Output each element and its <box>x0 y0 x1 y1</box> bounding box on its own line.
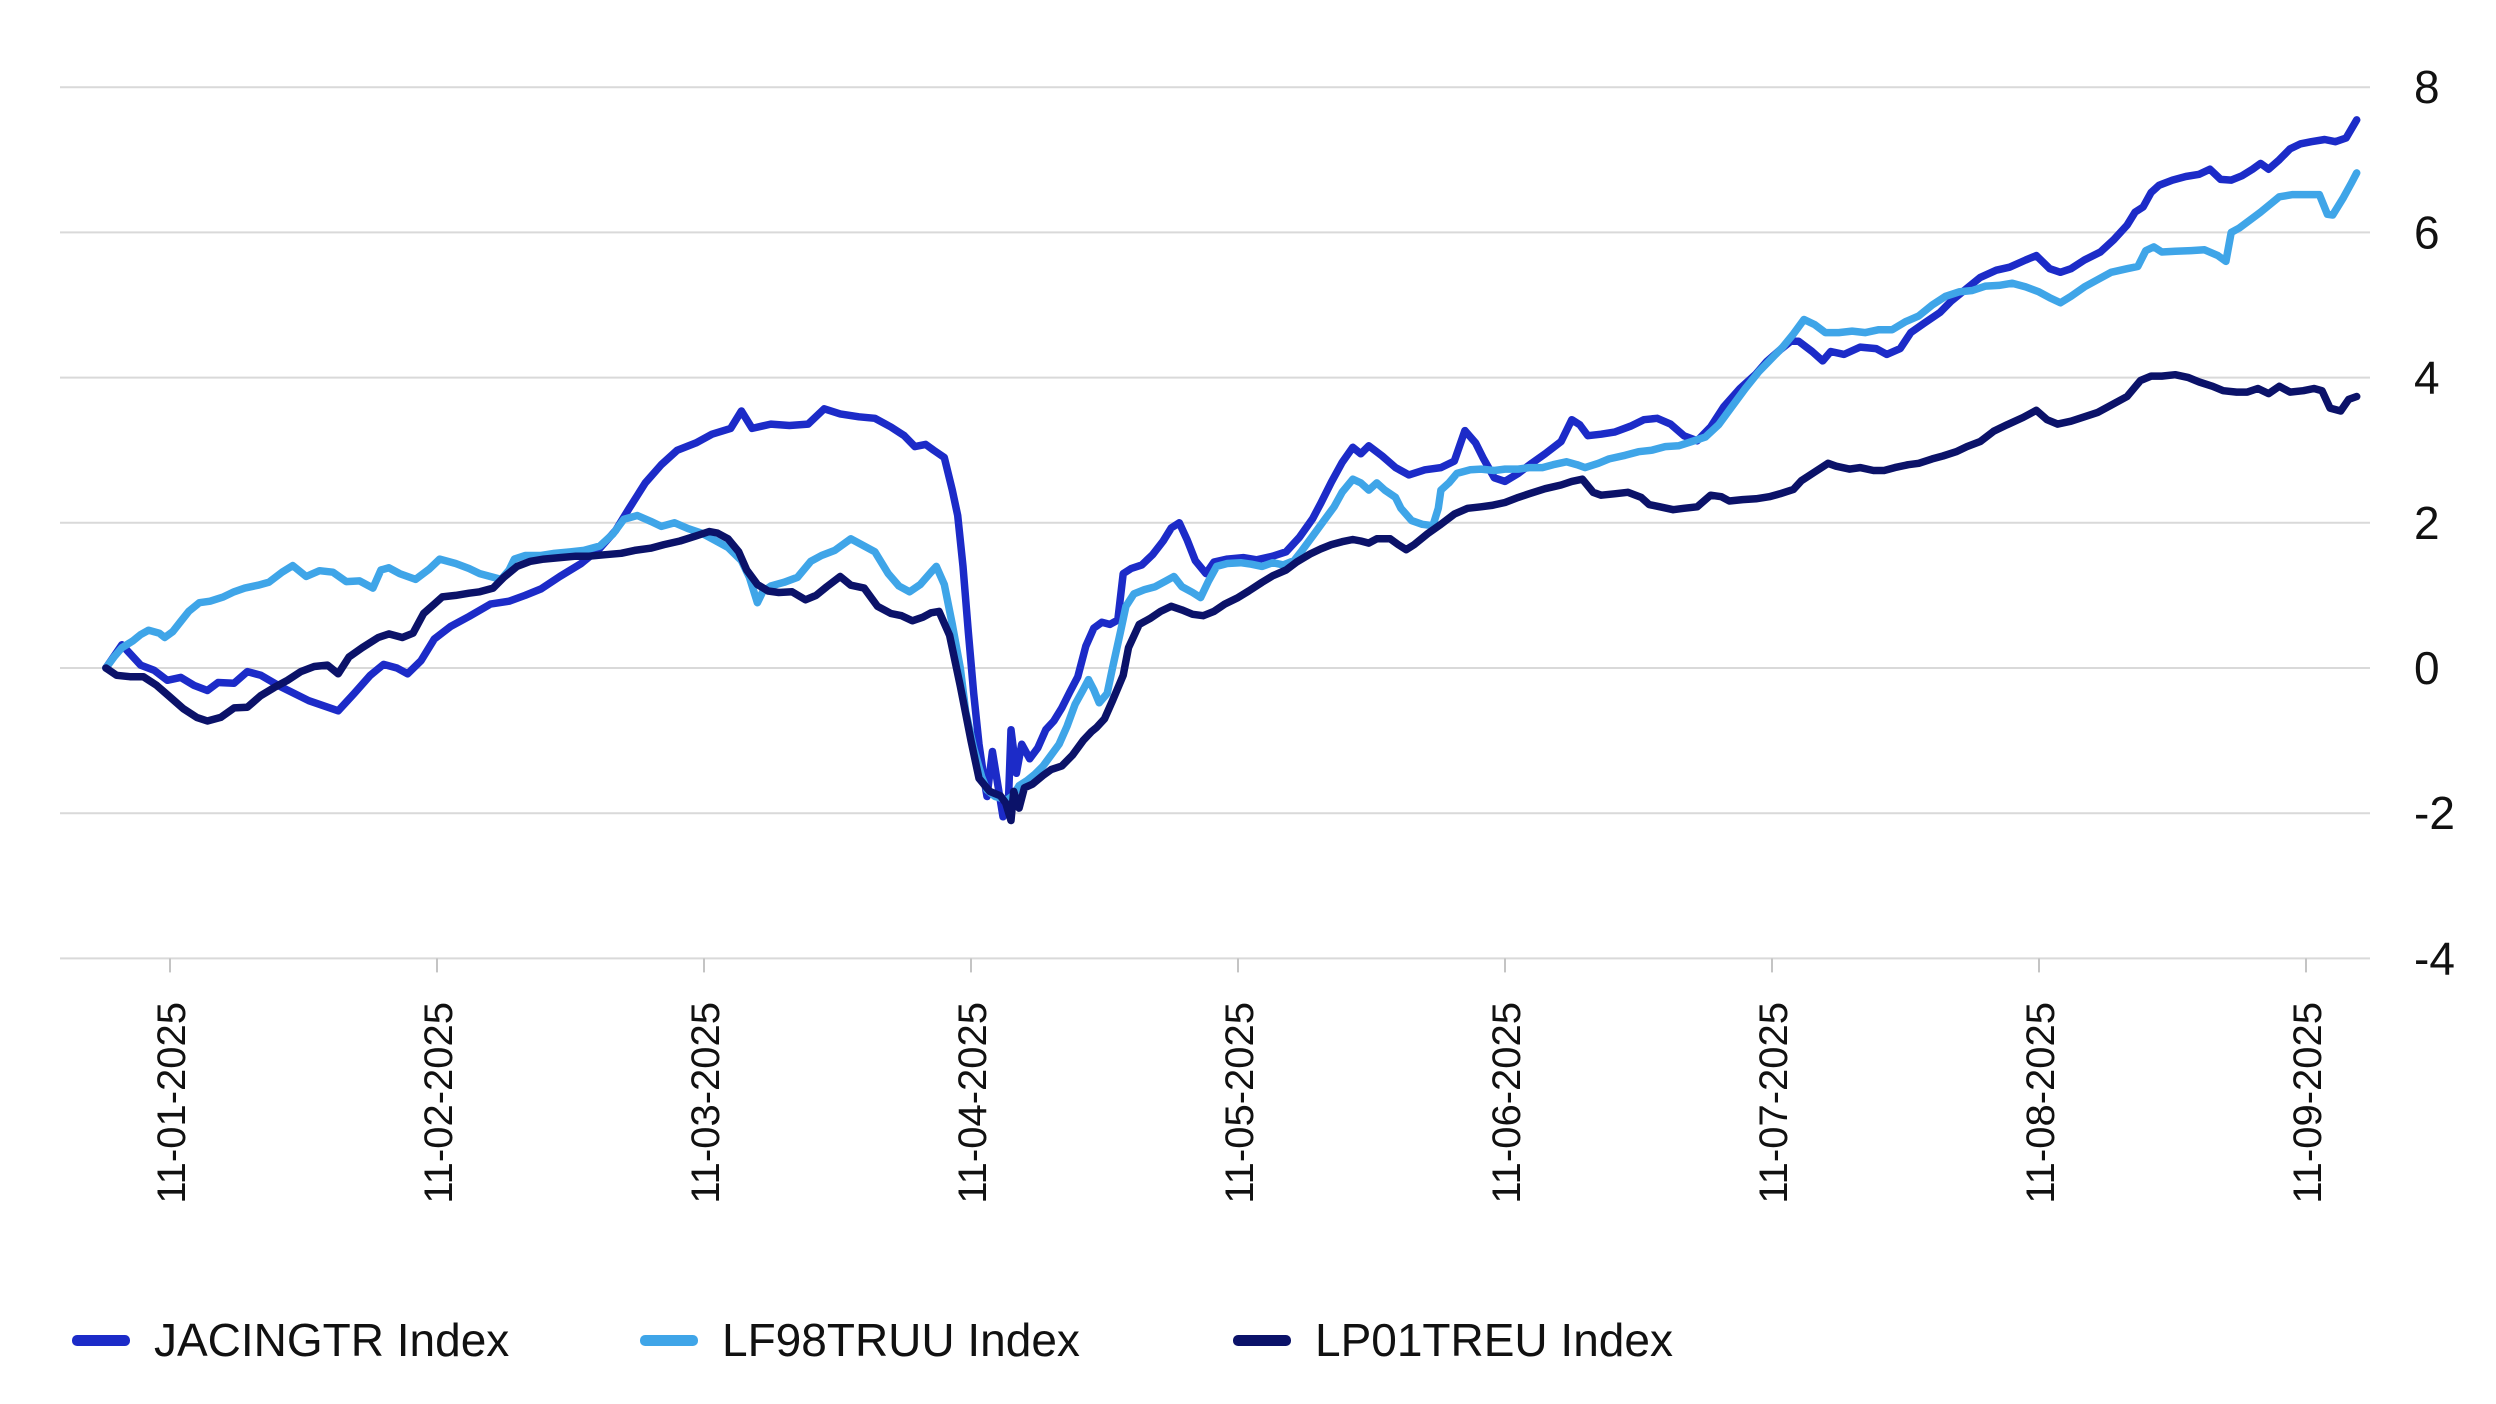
legend-label-lp01treu: LP01TREU Index <box>1315 1314 1673 1366</box>
legend-label-jacingtr: JACINGTR Index <box>154 1314 510 1366</box>
jacingtr-line-swatch-icon <box>72 1334 130 1346</box>
y-tick-label-6: 6 <box>2414 206 2440 258</box>
y-tick-label-4: 4 <box>2414 352 2440 404</box>
series-line-1 <box>102 169 2361 805</box>
chart-legend: JACINGTR Index LF98TRUU Index LP01TREU I… <box>0 1308 2496 1372</box>
x-tick-label-4: 11-05-2025 <box>1218 1002 1262 1204</box>
series-line-0 <box>102 116 2361 821</box>
x-tick-label-5: 11-06-2025 <box>1485 1002 1529 1204</box>
legend-item-lp01treu: LP01TREU Index <box>1233 1308 1673 1372</box>
x-tick-label-1: 11-02-2025 <box>417 1002 461 1204</box>
legend-item-lf98truu: LF98TRUU Index <box>640 1308 1080 1372</box>
x-tick-label-8: 11-09-2025 <box>2286 1002 2330 1204</box>
y-tick-label--2: -2 <box>2414 787 2455 839</box>
lf98truu-line-swatch-icon <box>640 1334 698 1346</box>
y-tick-label--4: -4 <box>2414 932 2455 984</box>
lp01treu-line-swatch-icon <box>1233 1334 1291 1346</box>
x-tick-label-6: 11-07-2025 <box>1752 1002 1796 1204</box>
y-tick-label-2: 2 <box>2414 497 2440 549</box>
legend-item-jacingtr: JACINGTR Index <box>72 1308 509 1372</box>
y-tick-label-0: 0 <box>2414 642 2440 694</box>
x-tick-label-7: 11-08-2025 <box>2019 1002 2063 1204</box>
y-tick-label-8: 8 <box>2414 61 2440 113</box>
series-line-2 <box>102 370 2361 825</box>
legend-label-lf98truu: LF98TRUU Index <box>722 1314 1080 1366</box>
x-tick-label-0: 11-01-2025 <box>150 1002 194 1204</box>
x-tick-label-2: 11-03-2025 <box>684 1002 728 1204</box>
x-tick-label-3: 11-04-2025 <box>951 1002 995 1204</box>
